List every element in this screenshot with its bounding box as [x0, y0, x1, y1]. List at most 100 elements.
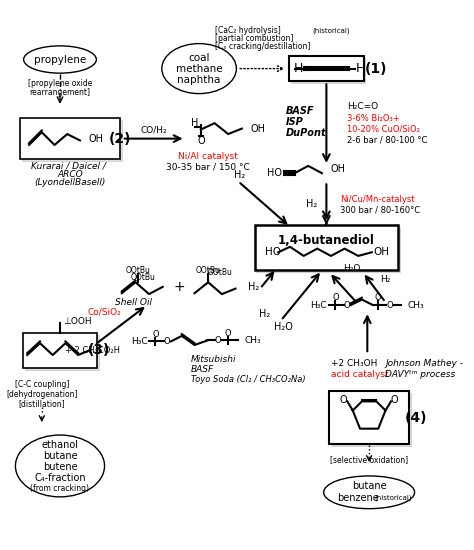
- Text: C₄-fraction: C₄-fraction: [34, 473, 86, 483]
- Text: H₂: H₂: [306, 199, 317, 209]
- Text: O: O: [197, 136, 205, 146]
- Text: O: O: [340, 394, 347, 405]
- Text: butane: butane: [43, 451, 77, 461]
- FancyBboxPatch shape: [331, 393, 411, 446]
- Text: DAVYᵗᵐ process: DAVYᵗᵐ process: [385, 370, 456, 378]
- Text: 10-20% CuO/SiO₂: 10-20% CuO/SiO₂: [347, 124, 420, 133]
- Text: BASF: BASF: [285, 106, 314, 117]
- Text: ethanol: ethanol: [42, 440, 79, 450]
- Text: [dehydrogenation]: [dehydrogenation]: [6, 389, 78, 399]
- Text: [propylene oxide: [propylene oxide: [28, 79, 92, 87]
- Ellipse shape: [162, 43, 237, 94]
- Ellipse shape: [24, 46, 96, 73]
- FancyBboxPatch shape: [256, 227, 400, 272]
- Text: DuPont: DuPont: [285, 128, 326, 138]
- Text: HO: HO: [265, 248, 282, 257]
- Text: H₃C: H₃C: [310, 300, 327, 310]
- Text: H₂C=O: H₂C=O: [347, 102, 378, 111]
- Text: H₂O: H₂O: [343, 264, 361, 273]
- Text: Toyo Soda (Cl₂ / CH₃CO₂Na): Toyo Soda (Cl₂ / CH₃CO₂Na): [191, 375, 306, 384]
- Text: (historical): (historical): [313, 27, 350, 34]
- Text: H₂: H₂: [380, 275, 391, 284]
- FancyBboxPatch shape: [23, 333, 97, 368]
- Text: rearrangement]: rearrangement]: [29, 88, 91, 97]
- Text: O: O: [387, 300, 393, 310]
- Text: (from cracking): (from cracking): [30, 484, 90, 493]
- Text: Shell Oil: Shell Oil: [115, 298, 152, 307]
- Text: O: O: [152, 329, 159, 339]
- Text: [C-C coupling]: [C-C coupling]: [15, 379, 69, 389]
- Ellipse shape: [324, 476, 415, 509]
- Text: O: O: [391, 394, 399, 405]
- Text: O: O: [332, 293, 339, 303]
- Text: Kurarai / Daicel /: Kurarai / Daicel /: [31, 161, 109, 170]
- Text: CH₃: CH₃: [245, 336, 261, 345]
- FancyBboxPatch shape: [20, 118, 120, 159]
- Text: 30-35 bar / 150 °C: 30-35 bar / 150 °C: [166, 162, 250, 171]
- Text: OOtBu: OOtBu: [130, 273, 155, 282]
- Text: O: O: [375, 293, 382, 303]
- Text: ARCO: ARCO: [57, 169, 83, 179]
- Text: OOtBu: OOtBu: [208, 268, 232, 277]
- Text: HO: HO: [267, 168, 282, 178]
- Text: methane: methane: [176, 64, 222, 74]
- Text: H₂: H₂: [234, 170, 246, 180]
- Text: (2): (2): [109, 131, 131, 146]
- Text: Mitsubishi: Mitsubishi: [191, 355, 237, 364]
- Text: [partial combustion]: [partial combustion]: [215, 34, 293, 43]
- Text: (3): (3): [88, 343, 110, 358]
- Text: OOtBu: OOtBu: [196, 266, 220, 275]
- Text: propylene: propylene: [34, 54, 86, 64]
- Text: 300 bar / 80-160°C: 300 bar / 80-160°C: [340, 206, 420, 215]
- Text: OH: OH: [374, 248, 390, 257]
- Text: [CaC₂ hydrolysis]: [CaC₂ hydrolysis]: [215, 26, 280, 35]
- Text: + 2 CH₃CO₂H: + 2 CH₃CO₂H: [65, 346, 120, 355]
- Text: coal: coal: [188, 53, 210, 63]
- Text: OH: OH: [251, 124, 266, 134]
- Text: (4): (4): [404, 411, 427, 425]
- Text: ISP: ISP: [285, 117, 303, 127]
- Text: OH: OH: [88, 134, 103, 144]
- Text: H: H: [293, 62, 303, 75]
- Text: butene: butene: [43, 462, 77, 472]
- Text: OH: OH: [331, 163, 346, 174]
- Text: H₃C: H₃C: [131, 337, 147, 346]
- Text: 2-6 bar / 80-100 °C: 2-6 bar / 80-100 °C: [347, 135, 428, 144]
- Text: O: O: [164, 337, 171, 346]
- Text: butane: butane: [352, 481, 386, 491]
- Text: Johnson Mathey -: Johnson Mathey -: [385, 359, 464, 368]
- FancyBboxPatch shape: [289, 56, 364, 81]
- Text: Ni/Cu/Mn-catalyst: Ni/Cu/Mn-catalyst: [340, 195, 415, 204]
- FancyBboxPatch shape: [329, 392, 409, 444]
- Text: +2 CH₃OH: +2 CH₃OH: [331, 359, 377, 368]
- Text: O: O: [344, 300, 351, 310]
- Text: (LyondellBasell): (LyondellBasell): [34, 178, 106, 187]
- FancyBboxPatch shape: [255, 225, 398, 271]
- Text: 3-6% Bi₂O₃+: 3-6% Bi₂O₃+: [347, 114, 400, 123]
- Text: [Cₓ cracking/destillation]: [Cₓ cracking/destillation]: [215, 42, 310, 51]
- Text: (historical): (historical): [374, 494, 411, 501]
- Text: H₂O: H₂O: [274, 322, 293, 332]
- Text: naphtha: naphtha: [177, 74, 221, 85]
- Text: Co/SiO₂: Co/SiO₂: [87, 308, 121, 317]
- Text: OOtBu: OOtBu: [126, 266, 151, 275]
- Text: H₂: H₂: [248, 282, 259, 292]
- Text: BASF: BASF: [191, 365, 214, 374]
- Text: CH₃: CH₃: [407, 300, 424, 310]
- Text: (1): (1): [365, 62, 388, 75]
- Text: H: H: [191, 118, 198, 128]
- Text: ⊥OOH: ⊥OOH: [64, 317, 92, 326]
- Text: O: O: [215, 336, 221, 345]
- Text: H₂: H₂: [259, 309, 270, 319]
- FancyBboxPatch shape: [22, 120, 122, 161]
- Text: Ni/Al catalyst: Ni/Al catalyst: [178, 152, 238, 161]
- Text: benzene: benzene: [337, 493, 379, 503]
- Text: 1,4-butanediol: 1,4-butanediol: [278, 234, 375, 247]
- Text: acid catalyst: acid catalyst: [331, 370, 389, 378]
- FancyBboxPatch shape: [291, 58, 365, 83]
- FancyBboxPatch shape: [25, 335, 99, 370]
- Text: CO/H₂: CO/H₂: [140, 126, 167, 135]
- Text: [selective oxidation]: [selective oxidation]: [330, 455, 408, 464]
- Text: H: H: [356, 62, 365, 75]
- Ellipse shape: [16, 435, 105, 497]
